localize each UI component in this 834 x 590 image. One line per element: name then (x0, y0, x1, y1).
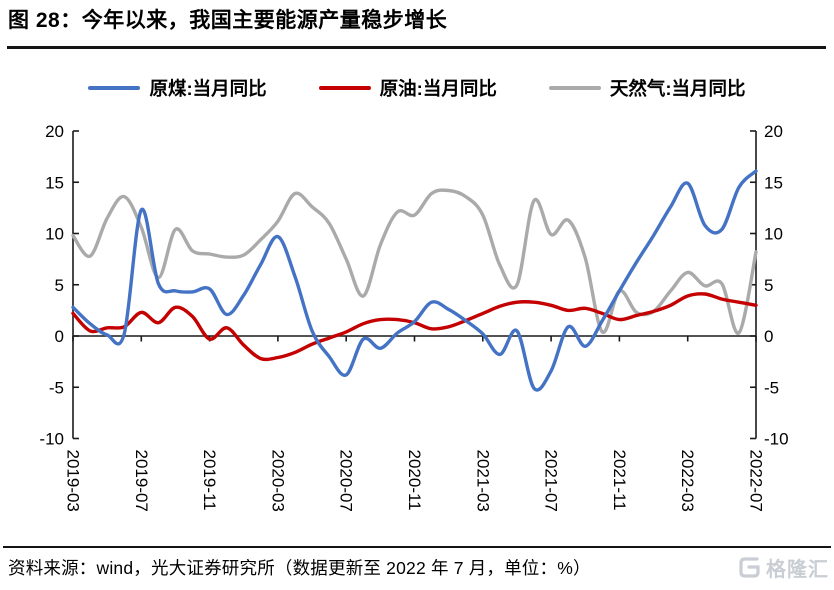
y-tick-label-left: -5 (49, 378, 64, 397)
legend-item-coal: 原煤:当月同比 (88, 75, 267, 101)
legend-label-coal: 原煤:当月同比 (149, 78, 267, 99)
figure-title: 图 28：今年以来，我国主要能源产量稳步增长 (8, 9, 448, 32)
x-tick-label: 2019-07 (132, 450, 151, 512)
y-tick-label-right: 5 (764, 276, 773, 295)
legend-label-oil: 原油:当月同比 (379, 78, 497, 99)
oil-line-swatch (318, 85, 371, 91)
oil-line (71, 292, 758, 362)
y-tick-label-right: 15 (764, 173, 783, 192)
footer: 资料来源：wind，光大证券研究所（数据更新至 2022 年 7 月，单位：%）… (8, 553, 829, 582)
coal-line (71, 169, 758, 392)
x-tick-label: 2020-07 (337, 450, 356, 512)
x-tick-label: 2019-11 (200, 450, 219, 511)
y-tick-label-left: 10 (45, 225, 64, 244)
y-tick-label-right: -5 (764, 378, 779, 397)
y-tick-label-left: -10 (39, 430, 64, 449)
coal-line-swatch (88, 85, 141, 91)
gelonghui-logo-text: 格隆汇 (766, 559, 829, 581)
legend-item-gas: 天然气:当月同比 (548, 75, 746, 101)
y-tick-label-right: -10 (764, 430, 789, 449)
y-tick-label-left: 15 (45, 173, 64, 192)
x-tick-label: 2020-11 (405, 450, 424, 511)
footer-rule (3, 546, 831, 549)
y-tick-label-left: 0 (55, 327, 64, 346)
legend: 原煤:当月同比 原油:当月同比 天然气:当月同比 (0, 74, 834, 102)
gelonghui-logo: 格隆汇 (737, 553, 829, 582)
y-tick-label-right: 0 (764, 327, 773, 346)
gas-line-swatch (548, 85, 601, 91)
gas-line (71, 188, 758, 335)
y-tick-label-left: 5 (55, 276, 64, 295)
x-tick-label: 2021-11 (610, 450, 629, 511)
legend-label-gas: 天然气:当月同比 (609, 78, 746, 99)
legend-item-oil: 原油:当月同比 (318, 75, 497, 101)
x-tick-label: 2021-07 (542, 450, 561, 512)
x-tick-label: 2019-03 (64, 450, 83, 512)
gelonghui-logo-icon (739, 557, 760, 578)
source-note: 资料来源：wind，光大证券研究所（数据更新至 2022 年 7 月，单位：%） (8, 558, 591, 578)
x-tick-label: 2022-07 (747, 450, 766, 512)
y-tick-label-left: 20 (45, 122, 64, 141)
title-rule (7, 46, 826, 49)
x-tick-label: 2020-03 (268, 450, 287, 512)
x-tick-label: 2022-03 (678, 450, 697, 512)
y-tick-label-right: 20 (764, 122, 783, 141)
x-tick-label: 2021-03 (473, 450, 492, 512)
y-tick-label-right: 10 (764, 225, 783, 244)
